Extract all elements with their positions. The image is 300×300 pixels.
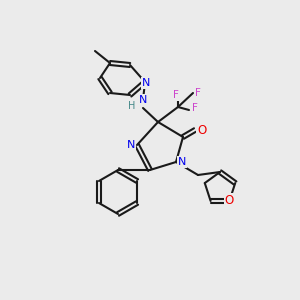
Text: N: N [142,78,150,88]
Text: N: N [178,157,186,167]
Text: O: O [225,194,234,207]
Text: N: N [139,95,147,105]
Text: N: N [127,140,135,150]
Text: O: O [197,124,207,136]
Text: F: F [192,103,198,113]
Text: F: F [173,90,179,100]
Text: F: F [195,88,201,98]
Text: H: H [128,101,135,111]
